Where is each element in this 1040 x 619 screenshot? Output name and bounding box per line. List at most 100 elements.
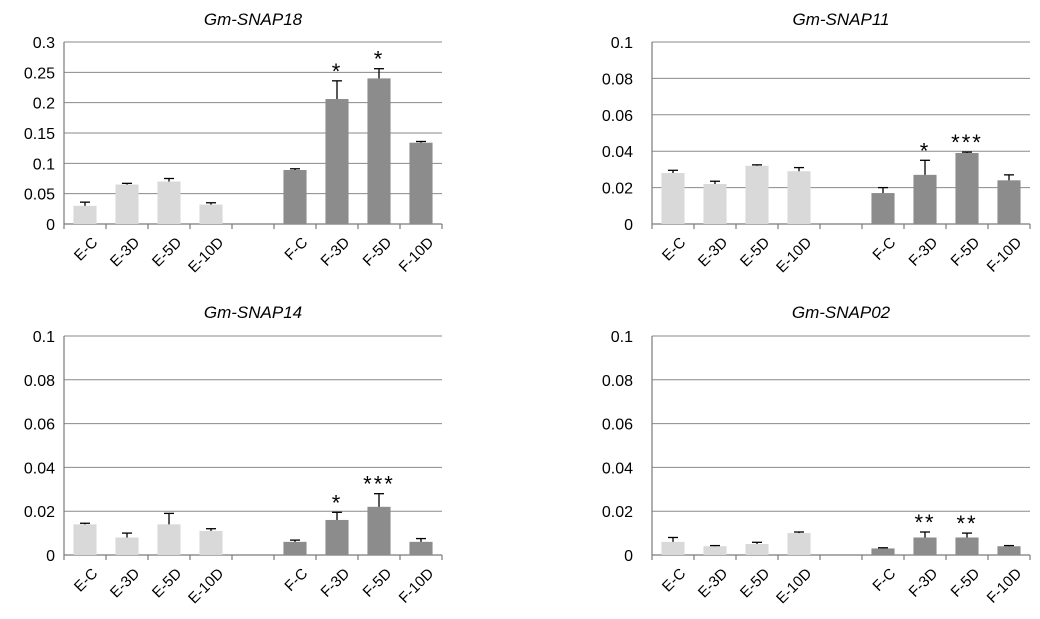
chart-title: Gm-SNAP11 <box>793 10 890 29</box>
x-tick-label: F-10D <box>396 234 438 276</box>
bar <box>157 181 181 224</box>
y-tick-label: 0.1 <box>33 156 55 173</box>
significance-marker: ** <box>956 511 977 536</box>
bar <box>787 533 811 555</box>
x-tick-label: E-5D <box>149 565 185 601</box>
x-tick-label: E-10D <box>185 234 227 276</box>
chart-title: Gm-SNAP14 <box>204 303 302 322</box>
significance-marker: * <box>332 490 343 515</box>
x-tick-label: F-C <box>869 234 899 264</box>
x-tick-label: E-10D <box>185 565 227 607</box>
x-tick-label: E-3D <box>107 565 143 601</box>
y-tick-label: 0 <box>46 217 55 234</box>
x-tick-label: E-10D <box>773 565 815 607</box>
y-tick-label: 0.04 <box>602 460 633 477</box>
chart-panel-3: Gm-SNAP14 0 0.02 0.04 0.06 0.08 0.1 E-C E-3D E-5D… <box>24 303 443 607</box>
x-tick-label: F-10D <box>984 565 1026 607</box>
bar <box>73 205 97 224</box>
x-tick-label: E-5D <box>737 565 773 601</box>
y-tick-label: 0.05 <box>24 187 55 204</box>
y-tick-label: 0.08 <box>24 373 55 390</box>
bar <box>955 537 979 555</box>
significance-marker: * <box>332 59 343 84</box>
bar <box>283 541 307 555</box>
x-tick-label: F-3D <box>906 234 942 270</box>
y-tick-label: 0.06 <box>602 108 633 125</box>
significance-marker: ** <box>914 510 935 535</box>
bar <box>703 546 727 555</box>
bar <box>115 537 139 555</box>
bar <box>283 170 307 224</box>
y-tick-label: 0.08 <box>602 71 633 88</box>
x-tick-label: E-C <box>659 234 689 264</box>
bar <box>871 193 895 224</box>
x-tick-label: E-5D <box>737 234 773 270</box>
x-tick-label: F-C <box>281 565 311 595</box>
x-tick-label: F-5D <box>360 565 396 601</box>
bar <box>199 204 223 224</box>
x-tick-label: E-3D <box>107 234 143 270</box>
bar <box>661 541 685 555</box>
y-tick-label: 0.2 <box>33 96 55 113</box>
chart-panel-4: Gm-SNAP02 0 0.02 0.04 0.06 0.08 0.1 E-C E-3D E-5D… <box>602 303 1031 607</box>
x-tick-label: F-10D <box>396 565 438 607</box>
y-tick-label: 0 <box>624 548 633 565</box>
x-tick-label: E-C <box>71 565 101 595</box>
x-tick-label: F-C <box>281 234 311 264</box>
y-tick-label: 0.02 <box>602 504 633 521</box>
y-tick-label: 0.1 <box>611 329 633 346</box>
y-tick-label: 0.08 <box>602 373 633 390</box>
x-tick-label: E-3D <box>695 234 731 270</box>
chart-panel-2: Gm-SNAP11 0 0.02 0.04 0.06 0.08 0.1 E-C E-3D E-5D… <box>602 10 1031 276</box>
x-tick-label: E-5D <box>149 234 185 270</box>
chart-title: Gm-SNAP02 <box>792 303 891 322</box>
x-tick-label: F-5D <box>948 234 984 270</box>
x-tick-label: F-10D <box>984 234 1026 276</box>
y-tick-label: 0.1 <box>611 35 633 52</box>
x-tick-label: F-5D <box>360 234 396 270</box>
bar <box>787 171 811 224</box>
y-tick-label: 0.02 <box>602 181 633 198</box>
bar <box>913 537 937 555</box>
bar <box>325 519 349 555</box>
bar <box>157 524 181 555</box>
bar <box>703 183 727 224</box>
chart-title: Gm-SNAP18 <box>204 10 303 29</box>
y-tick-label: 0.3 <box>33 35 55 52</box>
y-tick-label: 0 <box>624 217 633 234</box>
x-tick-label: F-5D <box>948 565 984 601</box>
x-tick-label: E-10D <box>773 234 815 276</box>
y-tick-label: 0.04 <box>24 460 55 477</box>
bar <box>661 173 685 224</box>
y-tick-label: 0.1 <box>33 329 55 346</box>
significance-marker: *** <box>363 472 395 497</box>
y-tick-label: 0.06 <box>24 417 55 434</box>
significance-marker: * <box>374 47 385 72</box>
x-tick-label: F-3D <box>318 234 354 270</box>
bar <box>913 174 937 224</box>
bar <box>871 548 895 555</box>
bar <box>367 78 391 225</box>
x-tick-label: F-3D <box>906 565 942 601</box>
y-tick-label: 0 <box>46 548 55 565</box>
bar <box>745 544 769 555</box>
y-tick-label: 0.02 <box>24 504 55 521</box>
significance-marker: * <box>920 138 931 163</box>
bar <box>409 541 433 555</box>
y-tick-label: 0.04 <box>602 144 633 161</box>
bar <box>367 506 391 555</box>
x-tick-label: E-C <box>71 234 101 264</box>
bar <box>73 524 97 555</box>
x-tick-label: E-3D <box>695 565 731 601</box>
y-tick-label: 0.15 <box>24 126 55 143</box>
y-tick-label: 0.25 <box>24 65 55 82</box>
bar <box>199 530 223 555</box>
x-tick-label: F-C <box>869 565 899 595</box>
bar <box>997 180 1021 224</box>
bar <box>997 546 1021 555</box>
bar <box>325 99 349 224</box>
x-tick-label: F-3D <box>318 565 354 601</box>
x-tick-label: E-C <box>659 565 689 595</box>
